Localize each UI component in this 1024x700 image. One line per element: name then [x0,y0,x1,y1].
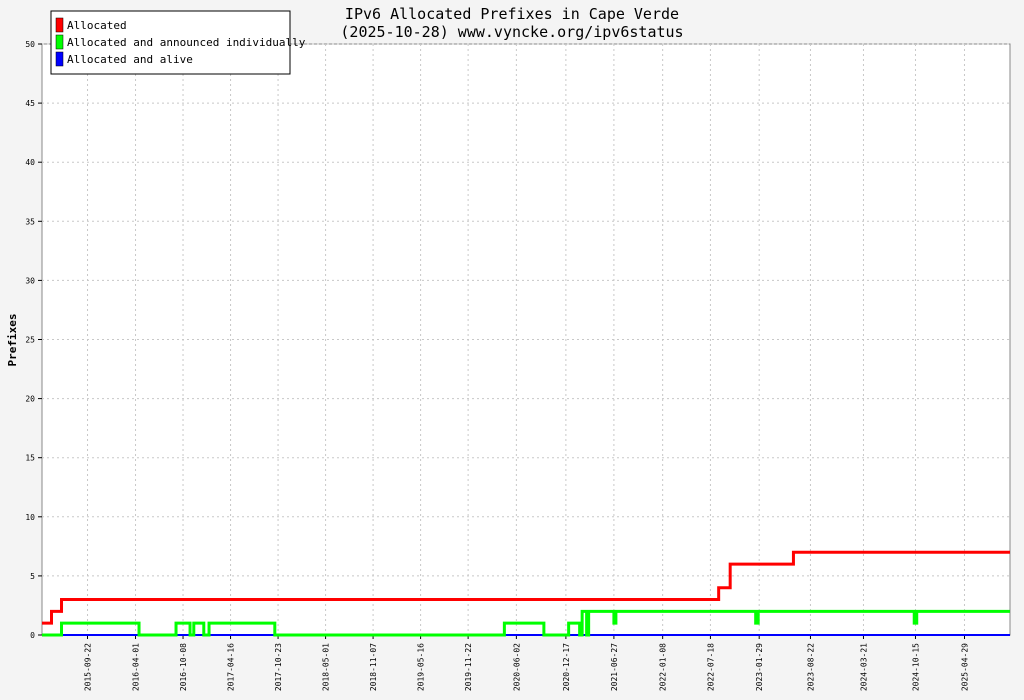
legend-swatch-1 [55,34,64,50]
x-tick-label: 2024-10-15 [911,643,920,691]
y-tick-label: 15 [25,454,35,463]
y-tick-label: 50 [25,40,35,49]
y-tick-label: 25 [25,336,35,345]
y-tick-label: 40 [25,158,35,167]
legend-swatch-0 [55,17,64,33]
y-tick-label: 35 [25,217,35,226]
x-tick-label: 2020-12-17 [562,643,571,691]
chart-title: IPv6 Allocated Prefixes in Cape Verde [345,5,679,23]
x-tick-label: 2024-03-21 [859,643,868,691]
x-tick-label: 2025-04-29 [960,643,969,691]
x-tick-label: 2019-05-16 [417,643,426,691]
x-tick-label: 2022-01-08 [659,643,668,691]
series-line-0 [42,550,1010,625]
x-tick-label: 2023-08-22 [806,643,815,691]
legend-label-1: Allocated and announced individually [67,36,306,49]
x-tick-label: 2022-07-18 [706,643,715,691]
y-axis-label: Prefixes [6,314,19,367]
x-tick-label: 2017-10-23 [274,643,283,691]
y-axis: 0 5 10 15 20 25 30 35 40 45 50 [25,40,42,640]
y-tick-label: 20 [25,395,35,404]
x-tick-label: 2016-10-08 [179,643,188,691]
legend: Allocated Allocated and announced individ… [50,10,306,75]
y-tick-label: 0 [30,631,35,640]
y-tick-label: 10 [25,513,35,522]
x-tick-label: 2015-09-22 [84,643,93,691]
x-tick-label: 2017-04-16 [227,643,236,691]
legend-swatch-2 [55,51,64,67]
series-line-1 [42,609,1010,637]
chart-subtitle: (2025-10-28) www.vyncke.org/ipv6status [340,23,683,41]
y-tick-label: 30 [25,276,35,285]
x-tick-label: 2020-06-02 [512,643,521,691]
x-tick-label: 2016-04-01 [132,643,141,691]
legend-box [50,10,291,75]
legend-label-0: Allocated [67,19,127,32]
x-axis: 2015-09-22 2016-04-01 2016-10-08 2017-04-16… [84,635,969,691]
series-group [42,550,1010,637]
y-tick-label: 45 [25,99,35,108]
legend-label-2: Allocated and alive [67,53,193,66]
x-tick-label: 2019-11-22 [464,643,473,691]
y-tick-label: 5 [30,572,35,581]
x-tick-label: 2018-05-01 [322,643,331,691]
x-tick-label: 2018-11-07 [369,643,378,691]
x-tick-label: 2021-06-27 [610,643,619,691]
x-tick-label: 2023-01-29 [755,643,764,691]
